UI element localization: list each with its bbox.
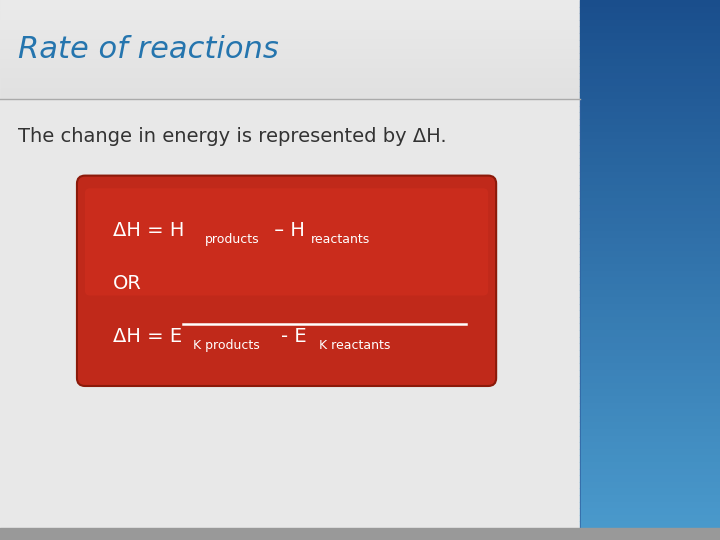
Text: - E: - E [281,327,307,346]
Text: Rate of reactions: Rate of reactions [18,35,279,64]
Text: reactants: reactants [311,233,370,246]
FancyBboxPatch shape [85,188,488,295]
Text: – H: – H [268,221,305,240]
Text: K reactants: K reactants [319,339,390,352]
Text: OR: OR [113,274,142,293]
Text: products: products [205,233,260,246]
Text: The change in energy is represented by ΔH.: The change in energy is represented by Δ… [18,127,446,146]
Text: ΔH = E: ΔH = E [113,327,182,346]
Text: ΔH = H: ΔH = H [113,221,184,240]
FancyBboxPatch shape [77,176,496,386]
Text: K products: K products [193,339,260,352]
